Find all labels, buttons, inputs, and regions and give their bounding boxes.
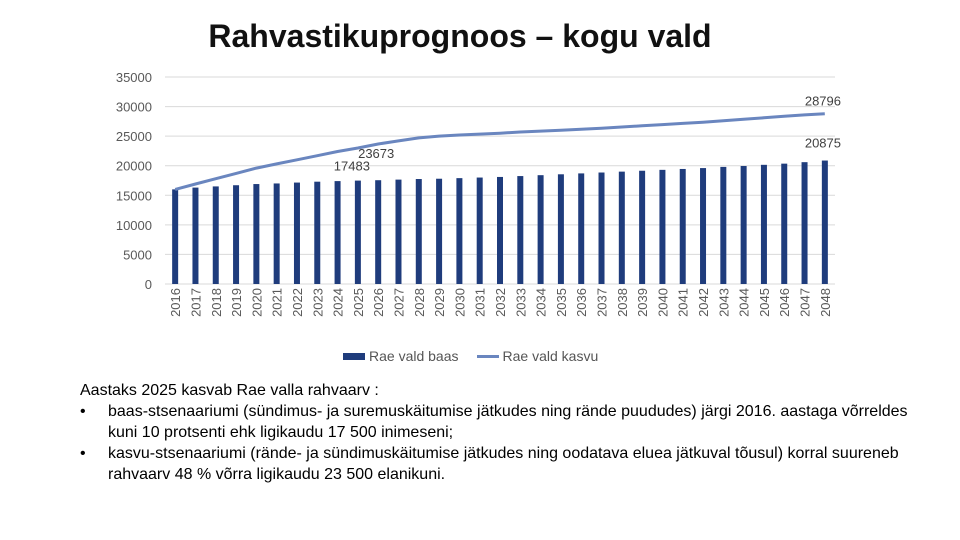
bar [233, 185, 240, 284]
y-tick-label: 30000 [116, 100, 152, 115]
bar [212, 186, 219, 284]
x-tick-label: 2026 [371, 288, 386, 317]
bar [334, 181, 341, 284]
bar [639, 170, 646, 284]
bar [476, 177, 483, 284]
notes-bullet: kasvu-stsenaariumi (rände- ja sündimuskä… [80, 443, 940, 485]
bar [192, 187, 199, 284]
x-tick-label: 2035 [554, 288, 569, 317]
bar [375, 180, 382, 284]
data-label: 20875 [805, 136, 841, 151]
x-tick-label: 2028 [412, 288, 427, 317]
x-tick-label: 2048 [818, 288, 833, 317]
y-tick-label: 15000 [116, 188, 152, 203]
line-series-kasvu [174, 112, 825, 191]
bar [456, 178, 463, 284]
bar [740, 166, 747, 284]
x-tick-label: 2030 [452, 288, 467, 317]
x-tick-label: 2042 [696, 288, 711, 317]
chart-legend: Rae vald baas Rae vald kasvu [343, 348, 598, 364]
x-tick-label: 2047 [798, 288, 813, 317]
x-tick-label: 2046 [777, 288, 792, 317]
bar [172, 189, 179, 284]
x-tick-label: 2021 [270, 288, 285, 317]
y-tick-label: 0 [145, 277, 152, 292]
x-tick-label: 2040 [655, 288, 670, 317]
y-tick-label: 35000 [116, 70, 152, 85]
population-chart: 0 5000 10000 15000 20000 25000 30000 35000 2016 2… [116, 70, 841, 317]
x-tick-label: 2033 [513, 288, 528, 317]
bar [436, 178, 443, 284]
x-tick-label: 2018 [209, 288, 224, 317]
bar [415, 179, 422, 284]
bar [618, 171, 625, 284]
x-tick-label: 2019 [229, 288, 244, 317]
bar [700, 168, 707, 284]
bar [497, 176, 503, 284]
legend-label-kasvu: Rae vald kasvu [502, 348, 599, 364]
bar [537, 175, 544, 284]
bar [253, 184, 260, 284]
bar [760, 164, 767, 284]
notes-text: Aastaks 2025 kasvab Rae valla rahvaarv :… [80, 380, 940, 485]
bar [801, 162, 808, 284]
data-label: 17483 [334, 159, 370, 174]
bar [395, 179, 402, 284]
bar [821, 160, 828, 284]
x-tick-label: 2036 [574, 288, 589, 317]
x-tick-label: 2045 [757, 288, 772, 317]
notes-bullet: baas-stsenaariumi (sündimus- ja suremusk… [80, 401, 940, 443]
bar [354, 180, 361, 284]
bar [781, 163, 788, 284]
x-tick-label: 2027 [391, 288, 406, 317]
bar [578, 173, 585, 284]
x-tick-label: 2020 [249, 288, 264, 317]
x-tick-label: 2029 [432, 288, 447, 317]
bar [598, 172, 605, 284]
bar [720, 166, 727, 284]
bar [273, 183, 280, 284]
data-label: 28796 [805, 94, 841, 109]
x-tick-label: 2039 [635, 288, 650, 317]
x-tick-label: 2043 [716, 288, 731, 317]
x-tick-label: 2041 [676, 288, 691, 317]
x-tick-label: 2023 [310, 288, 325, 317]
x-tick-label: 2017 [188, 288, 203, 317]
bar [517, 176, 524, 284]
bar [659, 169, 666, 284]
legend-swatch-baas [343, 352, 365, 360]
y-tick-label: 5000 [123, 247, 152, 262]
y-tick-label: 25000 [116, 129, 152, 144]
legend-label-baas: Rae vald baas [369, 348, 459, 364]
bar [557, 174, 564, 284]
x-tick-label: 2044 [737, 288, 752, 317]
page-title: Rahvastikuprognoos – kogu vald [208, 18, 712, 54]
x-tick-label: 2024 [331, 288, 346, 317]
bar [314, 181, 321, 284]
notes-intro: Aastaks 2025 kasvab Rae valla rahvaarv : [80, 382, 379, 399]
x-tick-label: 2034 [534, 288, 549, 317]
bar [293, 182, 300, 284]
notes-list: baas-stsenaariumi (sündimus- ja suremusk… [80, 401, 940, 485]
x-tick-label: 2031 [473, 288, 488, 317]
x-tick-label: 2037 [595, 288, 610, 317]
y-tick-label: 10000 [116, 218, 152, 233]
bar [679, 168, 686, 284]
x-tick-label: 2038 [615, 288, 630, 317]
y-tick-label: 20000 [116, 159, 152, 174]
data-label: 23673 [358, 146, 394, 161]
legend-swatch-kasvu [476, 354, 499, 358]
x-tick-label: 2016 [168, 288, 183, 317]
x-tick-label: 2022 [290, 288, 305, 317]
x-tick-label: 2032 [493, 288, 508, 317]
x-tick-label: 2025 [351, 288, 366, 317]
